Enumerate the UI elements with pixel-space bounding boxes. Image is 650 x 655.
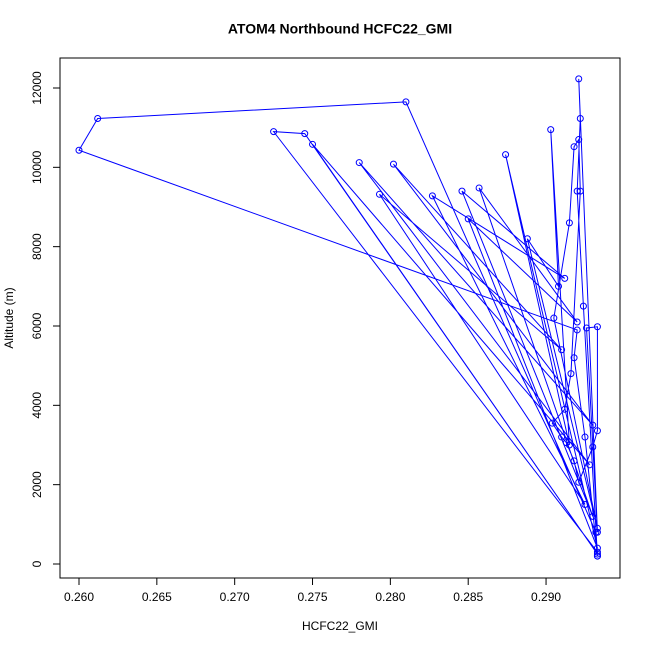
x-tick-label: 0.280: [375, 590, 405, 604]
y-tick-label: 4000: [30, 392, 44, 419]
data-point: [562, 439, 570, 447]
x-tick-label: 0.275: [298, 590, 328, 604]
x-tick-label: 0.290: [531, 590, 561, 604]
y-tick-label: 12000: [30, 71, 44, 105]
data-point: [375, 190, 383, 198]
data-point: [573, 187, 581, 195]
data-point: [576, 115, 584, 123]
x-axis-label: HCFC22_GMI: [302, 619, 378, 633]
x-tick-label: 0.260: [64, 590, 94, 604]
chart-title: ATOM4 Northbound HCFC22_GMI: [228, 21, 452, 37]
data-point: [575, 75, 583, 83]
y-axis-label: Altitude (m): [2, 287, 16, 348]
x-tick-label: 0.285: [453, 590, 483, 604]
data-point: [548, 419, 556, 427]
data-point: [550, 314, 558, 322]
data-point: [593, 323, 601, 331]
data-point: [593, 548, 601, 556]
data-point: [558, 433, 566, 441]
y-tick-label: 10000: [30, 150, 44, 184]
y-tick-label: 6000: [30, 312, 44, 339]
data-point: [570, 143, 578, 151]
data-point: [309, 140, 317, 148]
data-point: [583, 324, 591, 332]
data-point: [547, 126, 555, 134]
data-point: [270, 128, 278, 136]
data-point: [502, 151, 510, 159]
data-point: [475, 184, 483, 192]
data-point: [579, 302, 587, 310]
x-tick-label: 0.270: [220, 590, 250, 604]
data-point: [458, 187, 466, 195]
data-point: [573, 318, 581, 326]
data-point: [593, 427, 601, 435]
data-point: [523, 235, 531, 243]
data-point: [589, 512, 597, 520]
y-tick-label: 0: [30, 560, 44, 567]
data-point: [94, 115, 102, 123]
data-point: [575, 136, 583, 144]
data-point: [593, 552, 601, 560]
data-point: [75, 146, 83, 154]
data-point: [555, 282, 563, 290]
data-point: [561, 405, 569, 413]
data-point: [581, 500, 589, 508]
data-point: [565, 219, 573, 227]
data-point: [593, 524, 601, 532]
data-point: [593, 544, 601, 552]
x-tick-label: 0.265: [142, 590, 172, 604]
data-point: [570, 354, 578, 362]
data-point: [558, 346, 566, 354]
data-point: [567, 370, 575, 378]
data-point: [589, 443, 597, 451]
data-point: [593, 528, 601, 536]
y-tick-label: 2000: [30, 471, 44, 498]
data-point: [389, 160, 397, 168]
plot-frame: [59, 57, 621, 579]
y-tick-label: 8000: [30, 233, 44, 260]
data-point: [581, 433, 589, 441]
data-point: [561, 274, 569, 282]
data-point: [402, 98, 410, 106]
data-point: [575, 478, 583, 486]
data-point: [589, 421, 597, 429]
data-point: [464, 215, 472, 223]
data-point: [570, 457, 578, 465]
data-line: [78, 78, 599, 557]
data-point: [301, 130, 309, 138]
data-point: [573, 326, 581, 334]
data-point: [428, 192, 436, 200]
data-point: [355, 159, 363, 167]
data-point: [586, 461, 594, 469]
data-point: [576, 187, 584, 195]
